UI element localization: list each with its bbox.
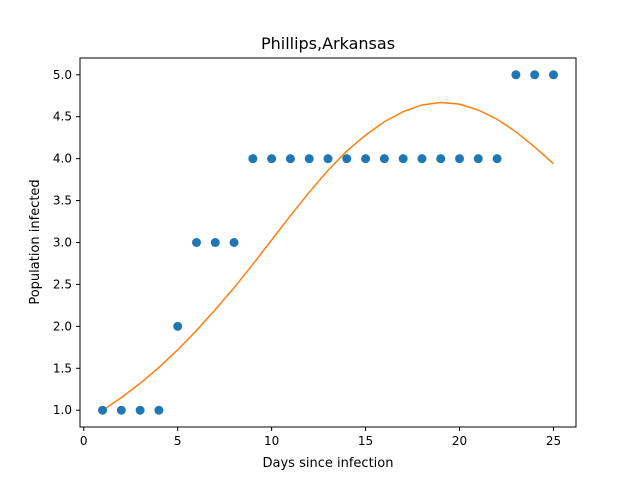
data-point xyxy=(285,154,295,164)
y-axis-ticks: 1.0 1.5 2.0 2.5 3.0 3.5 4.0 4.5 5.0 xyxy=(53,68,80,417)
x-tick-label: 5 xyxy=(174,434,182,448)
y-tick-label: 3.5 xyxy=(53,194,72,208)
data-point xyxy=(304,154,314,164)
data-point xyxy=(436,154,446,164)
data-point xyxy=(417,154,427,164)
data-point xyxy=(530,70,540,80)
data-point xyxy=(191,238,201,247)
y-axis-label: Population infected xyxy=(28,179,43,304)
y-tick-label: 2.5 xyxy=(53,277,72,291)
x-tick-label: 25 xyxy=(546,434,561,448)
y-tick-label: 2.0 xyxy=(53,319,72,333)
data-point xyxy=(173,321,183,331)
x-tick-label: 0 xyxy=(80,434,88,448)
data-point xyxy=(154,405,164,415)
data-point xyxy=(398,154,408,164)
data-point xyxy=(342,154,352,164)
x-tick-label: 10 xyxy=(264,434,279,448)
data-point xyxy=(116,405,126,415)
data-point xyxy=(455,154,465,164)
chart-title: Phillips,Arkansas xyxy=(261,34,395,53)
data-point xyxy=(548,70,558,80)
data-point xyxy=(98,405,108,415)
scatter-points-layer xyxy=(98,70,558,415)
data-point xyxy=(492,154,502,164)
data-point xyxy=(210,238,220,247)
x-tick-label: 20 xyxy=(452,434,467,448)
y-tick-label: 4.5 xyxy=(53,110,72,124)
data-point xyxy=(229,238,239,247)
x-axis-label: Days since infection xyxy=(263,456,394,471)
y-tick-label: 5.0 xyxy=(53,68,72,82)
fitted-curve-line xyxy=(102,101,554,411)
data-point xyxy=(379,154,389,164)
data-point xyxy=(473,154,483,164)
data-point xyxy=(361,154,371,164)
data-point xyxy=(267,154,277,164)
y-tick-label: 1.0 xyxy=(53,403,72,417)
x-axis-ticks: 0 5 10 15 20 25 xyxy=(80,427,561,448)
data-point xyxy=(323,154,333,164)
x-tick-label: 15 xyxy=(358,434,373,448)
y-tick-label: 4.0 xyxy=(53,152,72,166)
data-point xyxy=(248,154,258,164)
fitted-curve-layer xyxy=(102,101,554,411)
y-tick-label: 1.5 xyxy=(53,361,72,375)
data-point xyxy=(135,405,145,415)
data-point xyxy=(511,70,521,80)
y-tick-label: 3.0 xyxy=(53,236,72,250)
